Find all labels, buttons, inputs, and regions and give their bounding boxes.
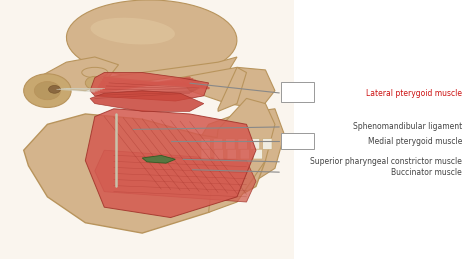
Polygon shape bbox=[85, 109, 256, 218]
Polygon shape bbox=[142, 155, 175, 163]
Polygon shape bbox=[38, 57, 118, 91]
FancyBboxPatch shape bbox=[238, 139, 247, 149]
Polygon shape bbox=[209, 98, 275, 212]
FancyBboxPatch shape bbox=[201, 149, 210, 159]
Ellipse shape bbox=[85, 76, 104, 89]
Polygon shape bbox=[199, 109, 284, 186]
Polygon shape bbox=[95, 57, 237, 88]
Polygon shape bbox=[90, 91, 204, 111]
FancyBboxPatch shape bbox=[0, 0, 294, 259]
Polygon shape bbox=[90, 73, 209, 101]
Text: Sphenomandibular ligament: Sphenomandibular ligament bbox=[353, 123, 462, 131]
FancyBboxPatch shape bbox=[201, 139, 210, 149]
Polygon shape bbox=[180, 67, 275, 109]
Ellipse shape bbox=[66, 0, 237, 78]
Polygon shape bbox=[24, 114, 265, 233]
Ellipse shape bbox=[49, 85, 61, 93]
FancyBboxPatch shape bbox=[226, 139, 235, 149]
FancyBboxPatch shape bbox=[227, 149, 237, 159]
Ellipse shape bbox=[35, 82, 61, 100]
Text: Buccinator muscle: Buccinator muscle bbox=[392, 168, 462, 177]
FancyBboxPatch shape bbox=[253, 149, 263, 159]
FancyBboxPatch shape bbox=[214, 149, 224, 159]
Ellipse shape bbox=[82, 67, 108, 78]
FancyBboxPatch shape bbox=[281, 133, 314, 149]
Polygon shape bbox=[95, 150, 256, 202]
FancyBboxPatch shape bbox=[250, 139, 260, 149]
Polygon shape bbox=[218, 67, 246, 111]
FancyBboxPatch shape bbox=[281, 82, 314, 102]
Text: Superior pharyngeal constrictor muscle: Superior pharyngeal constrictor muscle bbox=[310, 157, 462, 166]
FancyBboxPatch shape bbox=[240, 149, 250, 159]
FancyBboxPatch shape bbox=[263, 139, 272, 149]
FancyBboxPatch shape bbox=[213, 139, 223, 149]
Ellipse shape bbox=[24, 74, 71, 107]
Ellipse shape bbox=[91, 18, 175, 45]
Text: Medial pterygoid muscle: Medial pterygoid muscle bbox=[368, 137, 462, 146]
Text: Lateral pterygoid muscle: Lateral pterygoid muscle bbox=[366, 89, 462, 98]
